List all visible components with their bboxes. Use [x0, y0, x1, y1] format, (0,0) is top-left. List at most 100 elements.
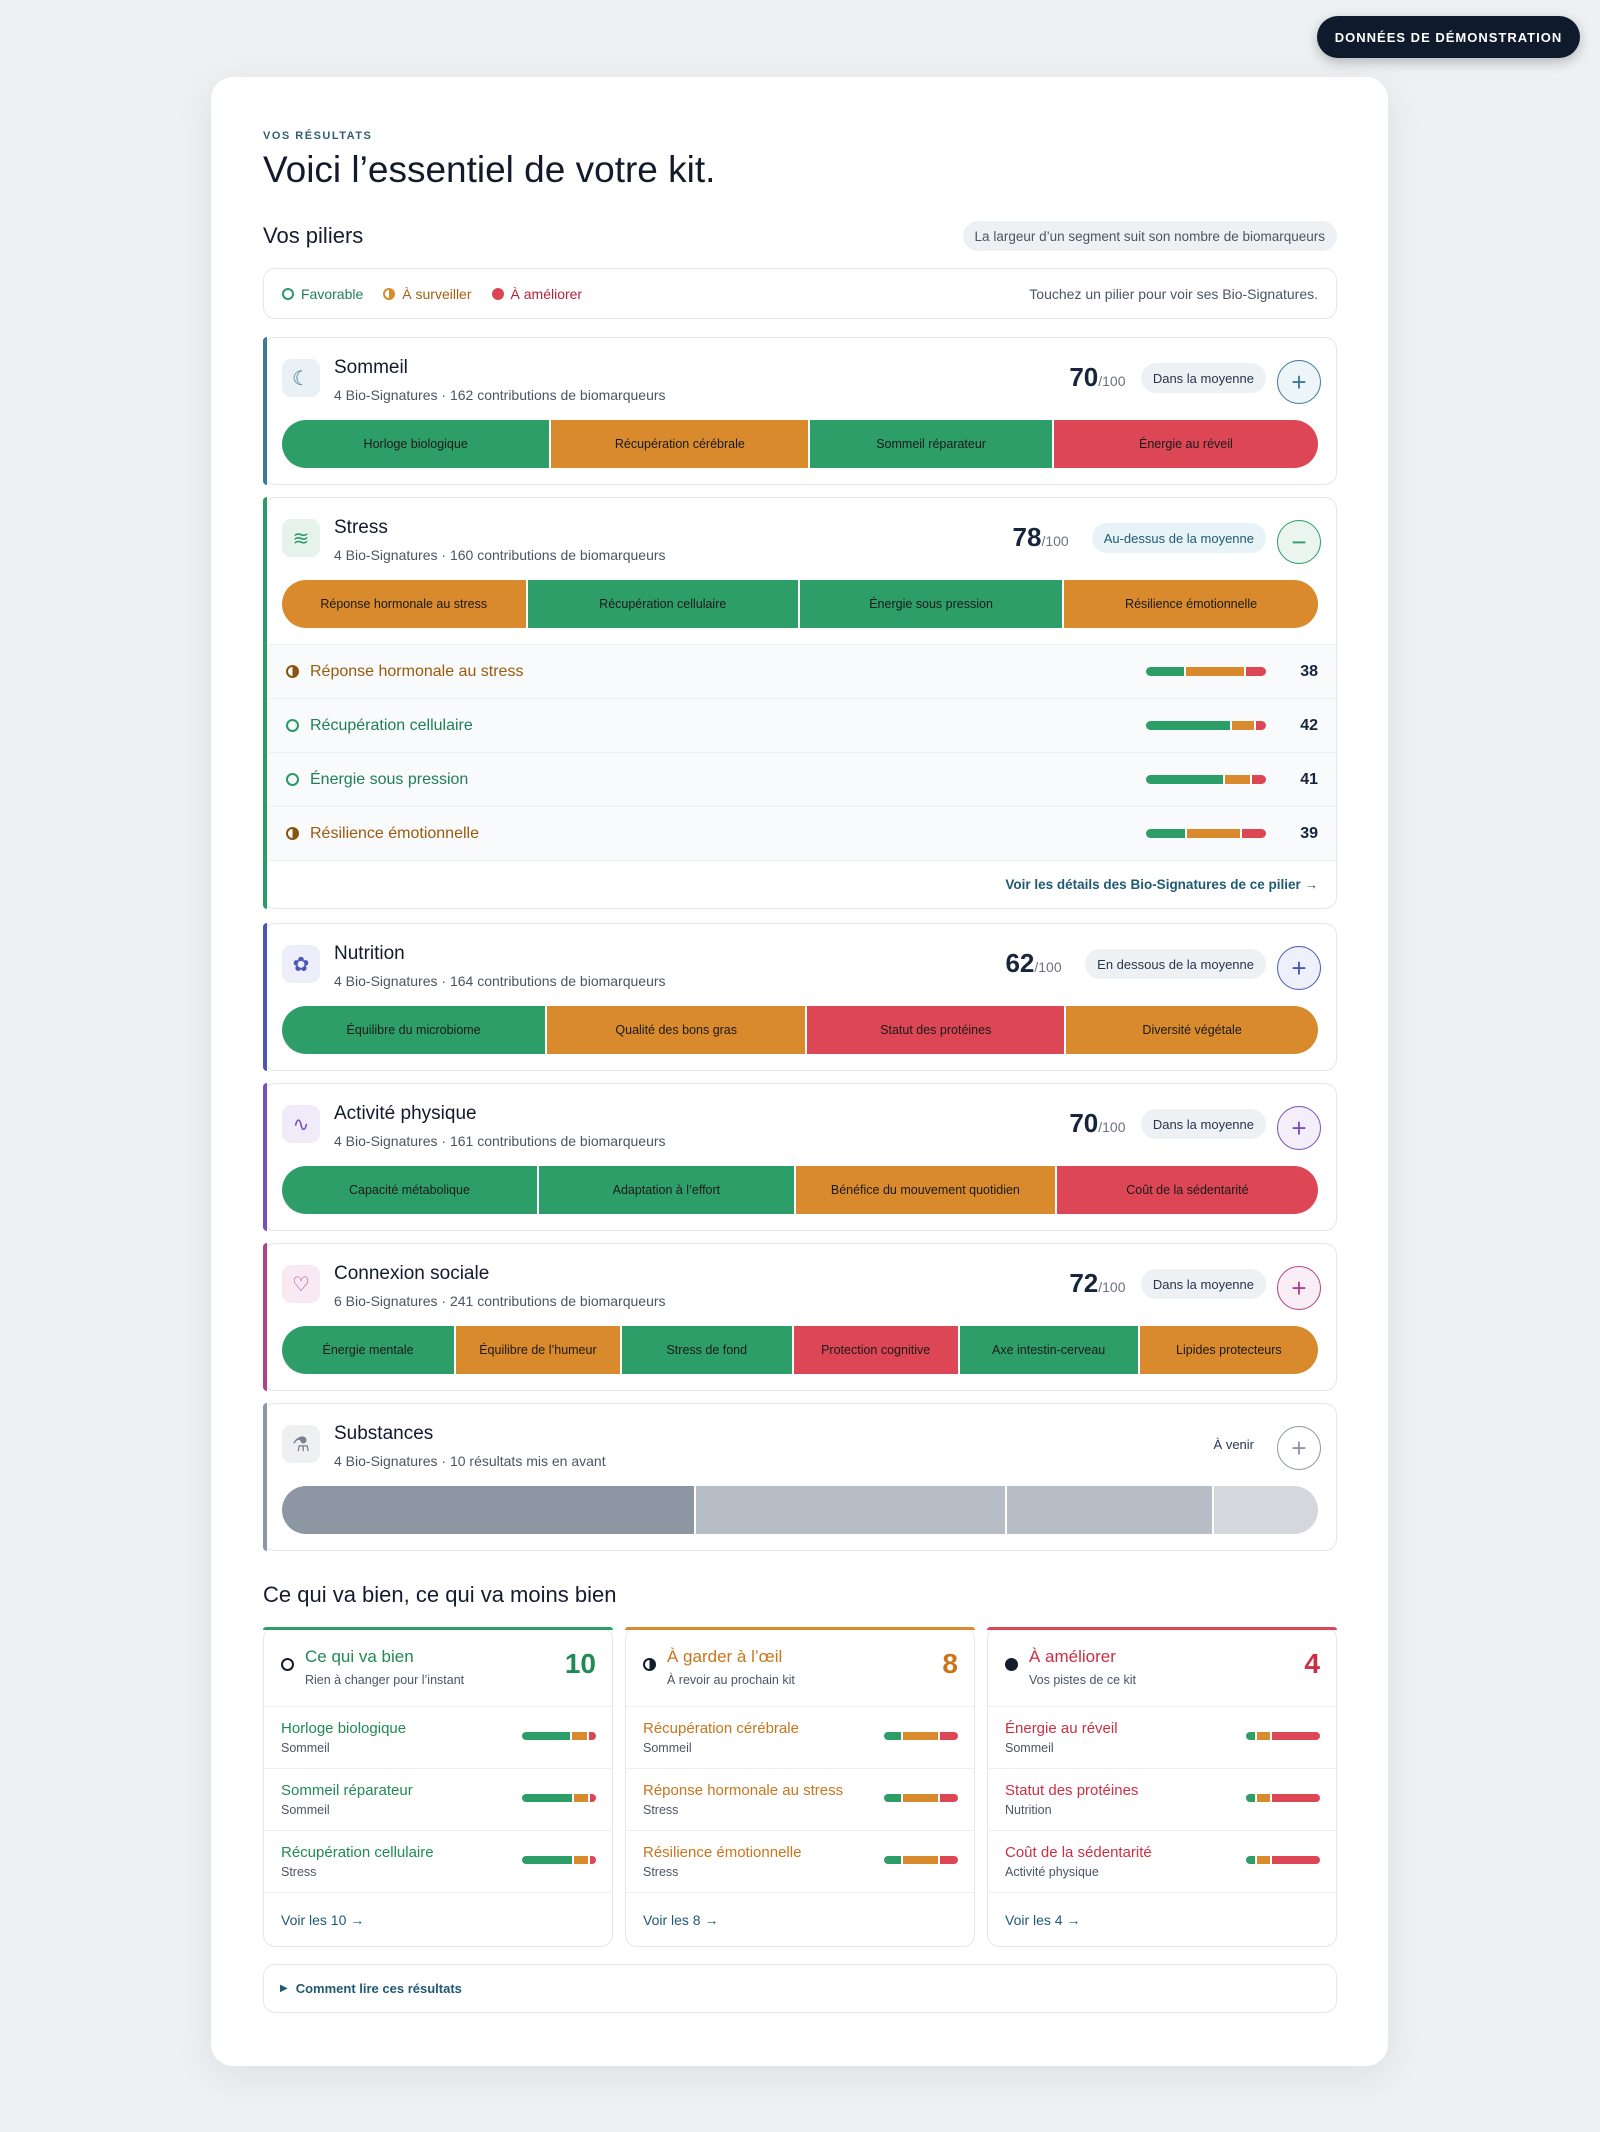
distribution-part: [884, 1732, 903, 1740]
summary-item[interactable]: Coût de la sédentarité Activité physique: [988, 1831, 1336, 1893]
summary-item[interactable]: Énergie au réveil Sommeil: [988, 1707, 1336, 1769]
column-header: Ce qui va bien Rien à changer pour l’inst…: [264, 1628, 612, 1707]
bio-signature-segment[interactable]: Équilibre de l’humeur: [456, 1326, 622, 1374]
distribution-part: [939, 1856, 958, 1864]
collapse-minus-icon[interactable]: −: [1277, 520, 1321, 564]
pillar-nutrition[interactable]: ✿ Nutrition 4 Bio-Signatures · 164 contrib…: [263, 923, 1337, 1071]
distribution-part: [1257, 1794, 1272, 1802]
column-header: À améliorer Vos pistes de ce kit 4: [988, 1628, 1336, 1707]
bio-signature-segment[interactable]: Capacité métabolique: [282, 1166, 539, 1214]
how-to-read-toggle[interactable]: ▶ Comment lire ces résultats: [263, 1964, 1337, 2013]
summary-item[interactable]: Récupération cérébrale Sommeil: [626, 1707, 974, 1769]
summary-item-pillar: Stress: [281, 1865, 317, 1879]
bio-signature-segment[interactable]: Diversité végétale: [1066, 1006, 1318, 1054]
demo-data-badge[interactable]: DONNÉES DE DÉMONSTRATION: [1317, 16, 1580, 58]
pillar-activité-physique[interactable]: ∿ Activité physique 4 Bio-Signatures · 161…: [263, 1083, 1337, 1231]
distribution-part: [522, 1794, 574, 1802]
expand-plus-icon[interactable]: +: [1277, 1426, 1321, 1470]
expand-plus-icon[interactable]: +: [1277, 360, 1321, 404]
half-circle-icon: [643, 1658, 656, 1671]
bio-signature-segment[interactable]: Stress de fond: [621, 1326, 794, 1374]
pillar-subtitle: 4 Bio-Signatures · 161 contributions de …: [334, 1133, 666, 1149]
distribution-mini-bar: [1146, 721, 1266, 730]
bio-signature-segment[interactable]: Qualité des bons gras: [547, 1006, 808, 1054]
distribution-part: [939, 1732, 958, 1740]
summary-item[interactable]: Sommeil réparateur Sommeil: [264, 1769, 612, 1831]
summary-item-name: Horloge biologique: [281, 1720, 407, 1737]
pillar-details-link[interactable]: Voir les détails des Bio-Signatures de c…: [268, 860, 1336, 908]
summary-item-name: Énergie au réveil: [1005, 1720, 1118, 1737]
pillar-sommeil[interactable]: ☾ Sommeil 4 Bio-Signatures · 162 contribut…: [263, 337, 1337, 485]
bio-signature-segment[interactable]: Axe intestin-cerveau: [959, 1326, 1140, 1374]
bio-signature-name: Récupération cellulaire: [310, 716, 473, 734]
bio-signature-segment[interactable]: Récupération cérébrale: [551, 420, 811, 468]
bio-signature-segment[interactable]: Lipides protecteurs: [1139, 1326, 1318, 1374]
half-circle-icon: [286, 827, 299, 840]
bio-signature-segment[interactable]: Sommeil réparateur: [810, 420, 1054, 468]
see-all-link[interactable]: Voir les 4 →: [1005, 1912, 1081, 1928]
distribution-part: [1271, 1794, 1320, 1802]
pillar-accent: [263, 337, 267, 485]
summary-item-pillar: Sommeil: [281, 1741, 330, 1755]
pillar-name: Sommeil: [334, 357, 408, 378]
column-header: À garder à l’œil À revoir au prochain kit…: [626, 1628, 974, 1707]
pillar-score-value: 70: [1069, 362, 1099, 392]
bio-signature-segment[interactable]: Équilibre du microbiome: [282, 1006, 548, 1054]
bio-signature-row[interactable]: Récupération cellulaire 42: [268, 698, 1336, 752]
see-all-link[interactable]: Voir les 10 →: [281, 1912, 365, 1928]
legend-hint: Touchez un pilier pour voir ses Bio-Sign…: [1029, 285, 1318, 302]
pillar-subtitle: 4 Bio-Signatures · 160 contributions de …: [334, 547, 666, 563]
bio-signature-segment[interactable]: Résilience émotionnelle: [1064, 580, 1318, 628]
pillar-score-max: /100: [1098, 373, 1126, 389]
distribution-mini-bar: [1146, 667, 1266, 676]
bio-signature-segment[interactable]: Énergie au réveil: [1053, 420, 1318, 468]
distribution-mini-bar: [1246, 1794, 1320, 1802]
bio-signature-row[interactable]: Réponse hormonale au stress 38: [268, 644, 1336, 698]
bio-signature-row[interactable]: Résilience émotionnelle 39: [268, 806, 1336, 860]
pillar-connexion-sociale[interactable]: ♡ Connexion sociale 6 Bio-Signatures · 241…: [263, 1243, 1337, 1391]
bio-signature-segment[interactable]: Récupération cellulaire: [527, 580, 800, 628]
bio-signature-segment[interactable]: Adaptation à l’effort: [538, 1166, 796, 1214]
distribution-mini-bar: [884, 1856, 958, 1864]
pillar-score: 70/100: [1069, 1108, 1125, 1139]
summary-item[interactable]: Horloge biologique Sommeil: [264, 1707, 612, 1769]
bio-signature-segment[interactable]: Réponse hormonale au stress: [282, 580, 528, 628]
distribution-mini-bar: [522, 1794, 596, 1802]
moon-icon: ☾: [282, 359, 320, 397]
summary-item[interactable]: Réponse hormonale au stress Stress: [626, 1769, 974, 1831]
column-subtitle: Vos pistes de ce kit: [1029, 1673, 1137, 1687]
summary-item-name: Coût de la sédentarité: [1005, 1844, 1152, 1861]
bio-signature-segment[interactable]: Protection cognitive: [793, 1326, 960, 1374]
distribution-mini-bar: [1246, 1856, 1320, 1864]
column-title: À améliorer: [1029, 1647, 1116, 1666]
summary-item[interactable]: Statut des protéines Nutrition: [988, 1769, 1336, 1831]
pillar-subtitle: 4 Bio-Signatures · 162 contributions de …: [334, 387, 666, 403]
distribution-part: [1146, 829, 1187, 838]
pillar-substances[interactable]: ⚗ Substances 4 Bio-Signatures · 10 résulta…: [263, 1403, 1337, 1551]
bio-signature-segment[interactable]: Statut des protéines: [807, 1006, 1067, 1054]
distribution-part: [902, 1732, 940, 1740]
summary-item-name: Résilience émotionnelle: [643, 1844, 802, 1861]
distribution-part: [1146, 721, 1233, 730]
expand-plus-icon[interactable]: +: [1277, 946, 1321, 990]
pillar-accent: [263, 1403, 267, 1551]
bio-signature-row[interactable]: Énergie sous pression 41: [268, 752, 1336, 806]
bio-signature-segment[interactable]: Bénéfice du mouvement quotidien: [795, 1166, 1057, 1214]
how-to-read-label: Comment lire ces résultats: [295, 1981, 462, 1996]
bio-signature-segment[interactable]: Horloge biologique: [282, 420, 552, 468]
bio-signature-segment[interactable]: Énergie mentale: [282, 1326, 457, 1374]
summary-columns: Ce qui va bien Rien à changer pour l’inst…: [263, 1627, 1337, 1947]
bio-signature-segment[interactable]: Énergie sous pression: [799, 580, 1065, 628]
summary-item[interactable]: Récupération cellulaire Stress: [264, 1831, 612, 1893]
pillar-stress[interactable]: ≋ Stress 4 Bio-Signatures · 160 contributi…: [263, 497, 1337, 909]
distribution-part: [884, 1856, 903, 1864]
pillar-status-badge: Au-dessus de la moyenne: [1091, 523, 1266, 553]
see-all-link[interactable]: Voir les 8 →: [643, 1912, 719, 1928]
expand-plus-icon[interactable]: +: [1277, 1106, 1321, 1150]
distribution-part: [939, 1794, 958, 1802]
bio-signature-bar: Horloge biologique Récupération cérébrale…: [282, 420, 1318, 468]
expand-plus-icon[interactable]: +: [1277, 1266, 1321, 1310]
bio-signature-segment[interactable]: Coût de la sédentarité: [1056, 1166, 1318, 1214]
pillar-name: Activité physique: [334, 1103, 477, 1124]
summary-item[interactable]: Résilience émotionnelle Stress: [626, 1831, 974, 1893]
